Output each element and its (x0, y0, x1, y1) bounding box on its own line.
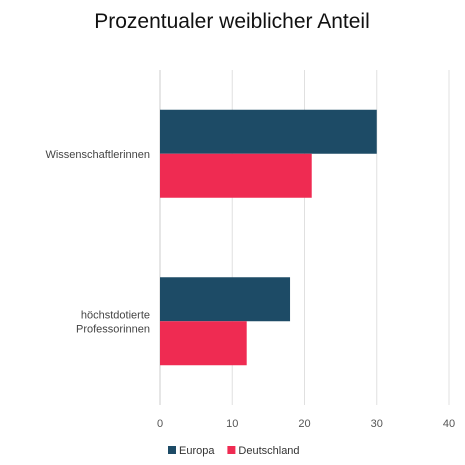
bar-deutschland-0 (160, 153, 312, 198)
legend-swatch-europa (168, 446, 176, 454)
legend-swatch-deutschland (227, 446, 236, 454)
bar-europa-1 (160, 277, 291, 322)
x-tick-label-0: 0 (157, 418, 163, 430)
category-label-0-0: Wissenschaftlerinnen (45, 149, 150, 161)
x-tick-labels: 0 10 20 30 40 (157, 418, 455, 430)
category-labels: Wissenschaftlerinnen höchstdotierte Profes… (45, 149, 150, 336)
bar-europa-0 (160, 109, 377, 154)
chart-title: Prozentualer weiblicher Anteil (94, 10, 369, 33)
x-tick-label-40: 40 (443, 418, 455, 430)
bars (160, 109, 377, 366)
x-tick-label-30: 30 (371, 418, 383, 430)
category-label-1-0: höchstdotierte (81, 309, 150, 321)
legend: Europa Deutschland (168, 445, 300, 457)
x-tick-label-20: 20 (298, 418, 310, 430)
category-label-1-1: Professorinnen (76, 323, 150, 335)
legend-label-europa: Europa (179, 445, 215, 457)
bar-deutschland-1 (160, 321, 247, 366)
x-tick-label-10: 10 (226, 418, 238, 430)
legend-label-deutschland: Deutschland (238, 445, 299, 457)
